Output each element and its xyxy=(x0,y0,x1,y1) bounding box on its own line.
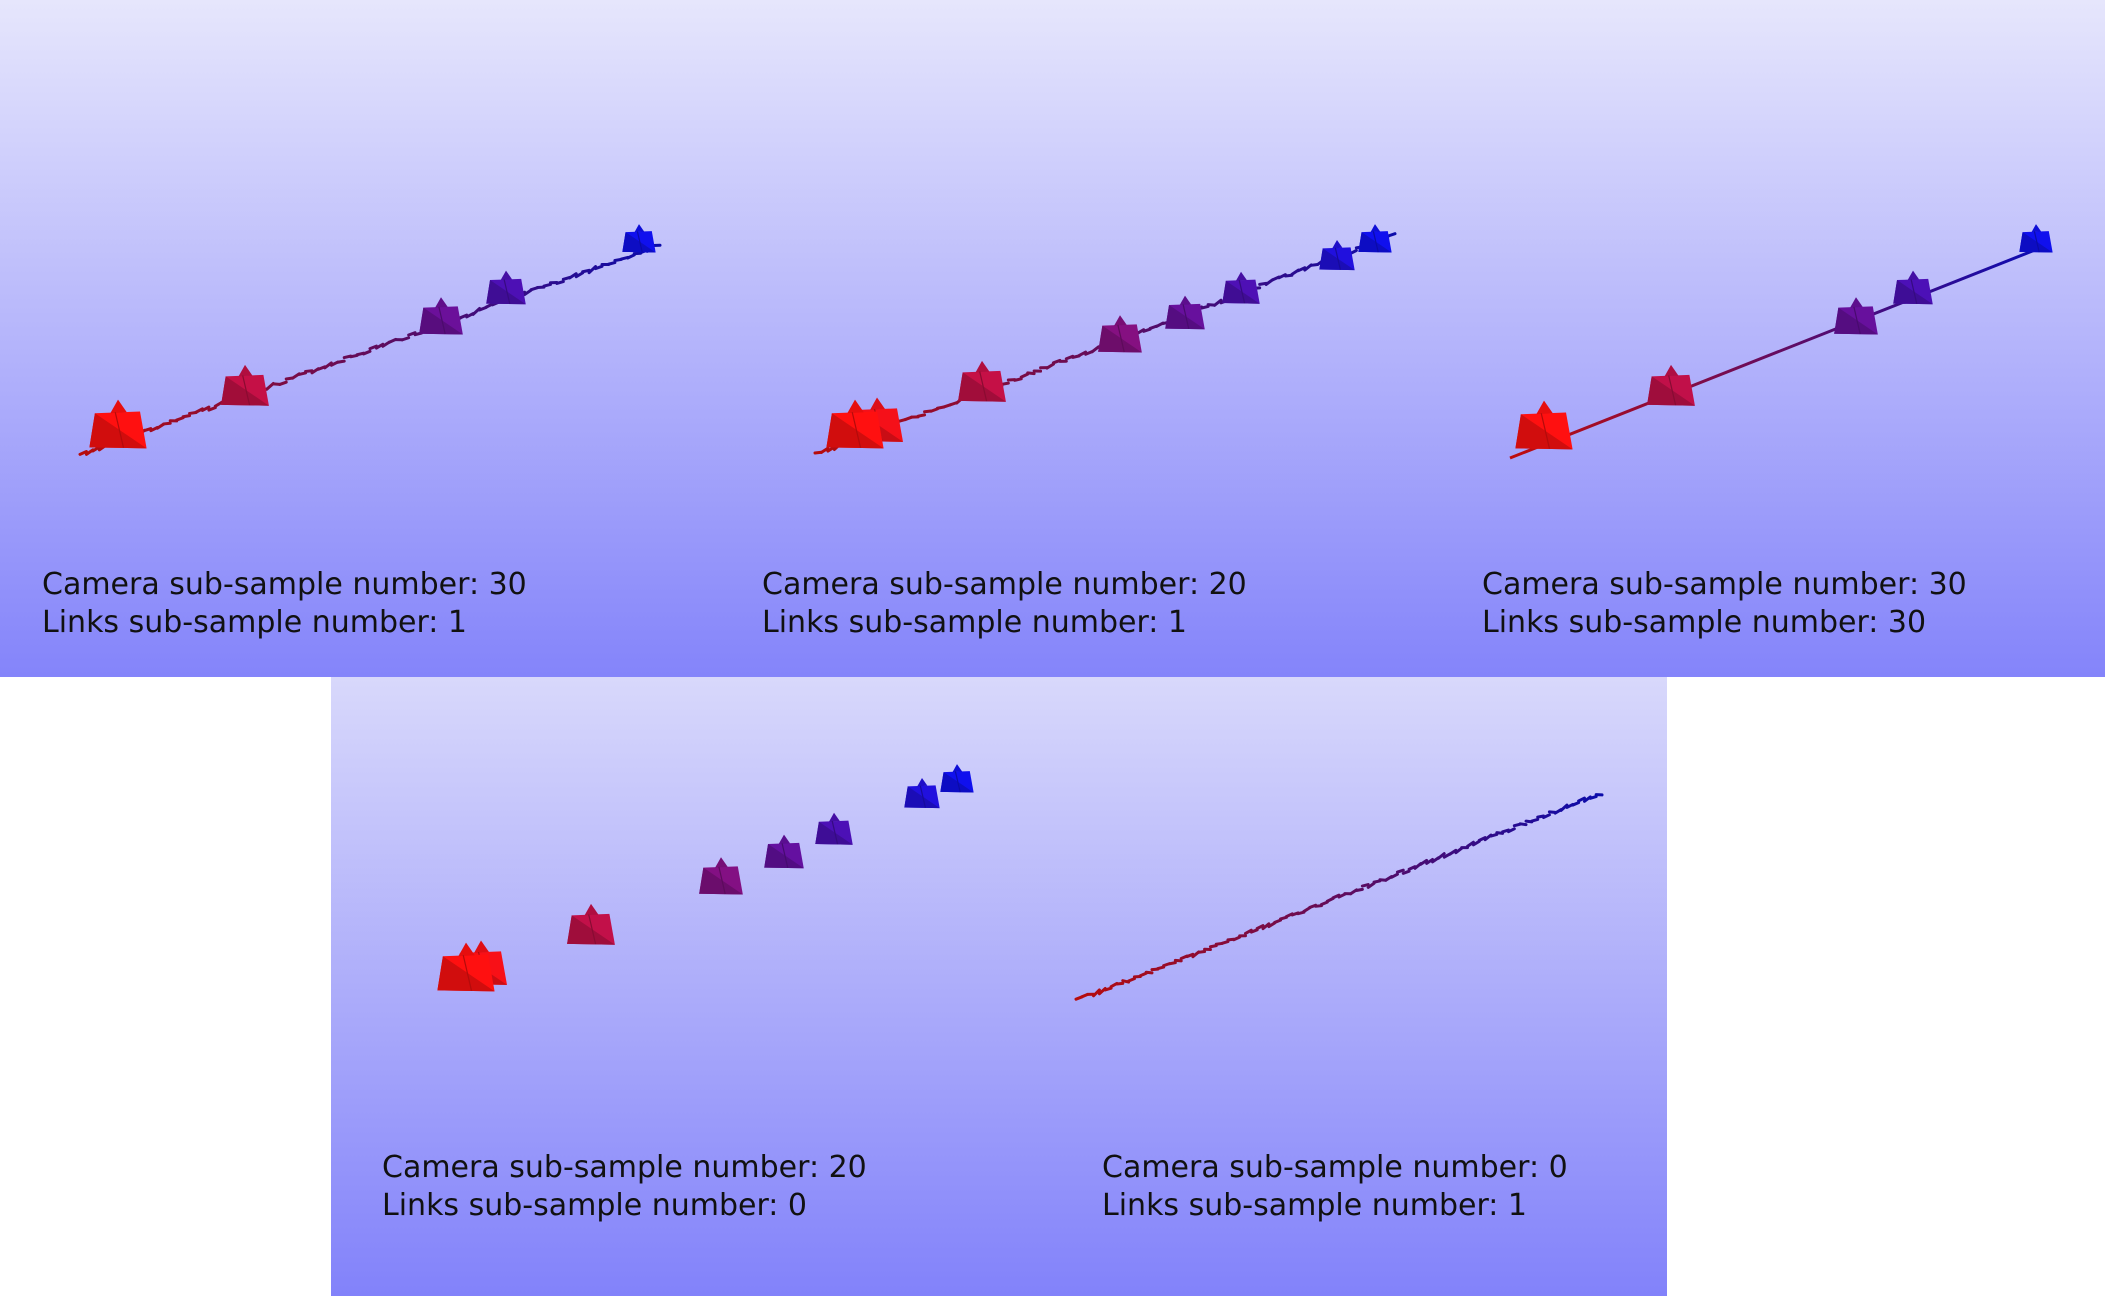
camera-pose xyxy=(1098,315,1142,352)
trajectory-link xyxy=(1397,870,1403,872)
camera-pose xyxy=(1893,271,1933,305)
trajectory-link xyxy=(1002,383,1008,384)
trajectory-link xyxy=(402,338,408,340)
links-subsample-label: Links sub-sample number: 1 xyxy=(762,604,1247,642)
camera-pose xyxy=(1515,401,1572,450)
trajectory-link xyxy=(1222,942,1228,944)
trajectory-link xyxy=(1491,834,1497,836)
trajectory-link xyxy=(1202,306,1208,308)
links-subsample-label: Links sub-sample number: 30 xyxy=(1482,604,1967,642)
trajectory-link xyxy=(1510,248,2040,458)
trajectory-link xyxy=(1047,364,1053,368)
trajectory-link xyxy=(1117,983,1123,984)
caption: Camera sub-sample number: 0 Links sub-sa… xyxy=(1102,1149,1568,1225)
trajectory-link xyxy=(596,266,602,268)
trajectory-link xyxy=(1403,871,1409,873)
caption: Camera sub-sample number: 30 Links sub-s… xyxy=(1482,566,1967,642)
trajectory-link xyxy=(338,361,344,362)
trajectory-link xyxy=(1275,920,1281,922)
trajectory-link xyxy=(1105,988,1111,990)
camera-pose xyxy=(904,778,939,808)
camera-pose xyxy=(486,271,526,305)
caption: Camera sub-sample number: 20 Links sub-s… xyxy=(382,1149,867,1225)
camera-pose xyxy=(815,813,852,845)
trajectory-link xyxy=(306,371,312,372)
trajectory-link xyxy=(1321,902,1327,904)
trajectory-link xyxy=(1520,824,1526,825)
trajectory-link xyxy=(1146,972,1152,973)
camera-pose xyxy=(940,764,973,792)
trajectory-link xyxy=(177,418,183,420)
trajectory-link xyxy=(1129,979,1135,981)
panel-top-middle: Camera sub-sample number: 20 Links sub-s… xyxy=(720,0,1440,677)
trajectory-link xyxy=(1362,885,1368,886)
camera-pose xyxy=(699,857,743,894)
panel-bottom-left: Camera sub-sample number: 20 Links sub-s… xyxy=(331,677,1051,1296)
camera-pose xyxy=(1358,224,1391,252)
trajectory-link xyxy=(364,351,370,354)
trajectory-link xyxy=(183,416,189,417)
camera-pose xyxy=(1319,240,1354,270)
trajectory-link xyxy=(280,382,286,384)
trajectory-link xyxy=(1210,946,1216,947)
trajectory-link xyxy=(1392,874,1398,877)
camera-pose xyxy=(1647,365,1695,406)
camera-subsample-label: Camera sub-sample number: 0 xyxy=(1102,1149,1568,1187)
camera-subsample-label: Camera sub-sample number: 30 xyxy=(1482,566,1967,604)
trajectory-link xyxy=(628,255,634,258)
camera-pose xyxy=(221,365,269,406)
links-subsample-label: Links sub-sample number: 0 xyxy=(382,1187,867,1225)
trajectory-link xyxy=(918,415,924,416)
trajectory-link xyxy=(164,423,170,424)
links-subsample-label: Links sub-sample number: 1 xyxy=(1102,1187,1568,1225)
links-subsample-label: Links sub-sample number: 1 xyxy=(42,604,527,642)
trajectory-link xyxy=(1573,803,1579,805)
camera-pose xyxy=(89,400,146,449)
trajectory-link xyxy=(1170,963,1176,964)
camera-pose xyxy=(567,904,615,945)
camera-subsample-label: Camera sub-sample number: 20 xyxy=(762,566,1247,604)
trajectory-link xyxy=(1158,967,1164,968)
camera-subsample-label: Camera sub-sample number: 30 xyxy=(42,566,527,604)
camera-pose xyxy=(1165,296,1205,330)
trajectory-link xyxy=(1140,973,1146,975)
caption: Camera sub-sample number: 30 Links sub-s… xyxy=(42,566,527,642)
camera-pose xyxy=(419,297,463,334)
trajectory-link xyxy=(1316,906,1322,907)
camera-subsample-label: Camera sub-sample number: 20 xyxy=(382,1149,867,1187)
camera-pose xyxy=(764,835,804,869)
trajectory-link xyxy=(608,263,614,265)
trajectory-link xyxy=(1374,881,1380,882)
trajectory-link xyxy=(1389,234,1395,236)
panel-bottom-right: Camera sub-sample number: 0 Links sub-sa… xyxy=(1051,677,1667,1296)
trajectory-link xyxy=(1590,797,1596,799)
trajectory-link xyxy=(1532,819,1538,821)
camera-pose xyxy=(1222,272,1259,304)
camera-pose xyxy=(1834,297,1878,334)
trajectory-link xyxy=(299,373,305,374)
trajectory-link xyxy=(1021,374,1027,377)
trajectory-link xyxy=(544,284,550,286)
trajectory-link xyxy=(1015,379,1021,381)
trajectory-link xyxy=(1199,952,1205,953)
panel-top-left: Camera sub-sample number: 30 Links sub-s… xyxy=(0,0,720,677)
panel-top-right: Camera sub-sample number: 30 Links sub-s… xyxy=(1440,0,2105,677)
caption: Camera sub-sample number: 20 Links sub-s… xyxy=(762,566,1247,642)
camera-pose xyxy=(2019,224,2052,252)
trajectory-link xyxy=(1234,937,1240,940)
camera-pose xyxy=(958,361,1006,402)
trajectory-link xyxy=(1357,889,1363,890)
trajectory-link xyxy=(1251,930,1257,932)
trajectory-link xyxy=(557,282,563,284)
camera-pose xyxy=(622,224,655,252)
trajectory-link xyxy=(1028,373,1034,374)
